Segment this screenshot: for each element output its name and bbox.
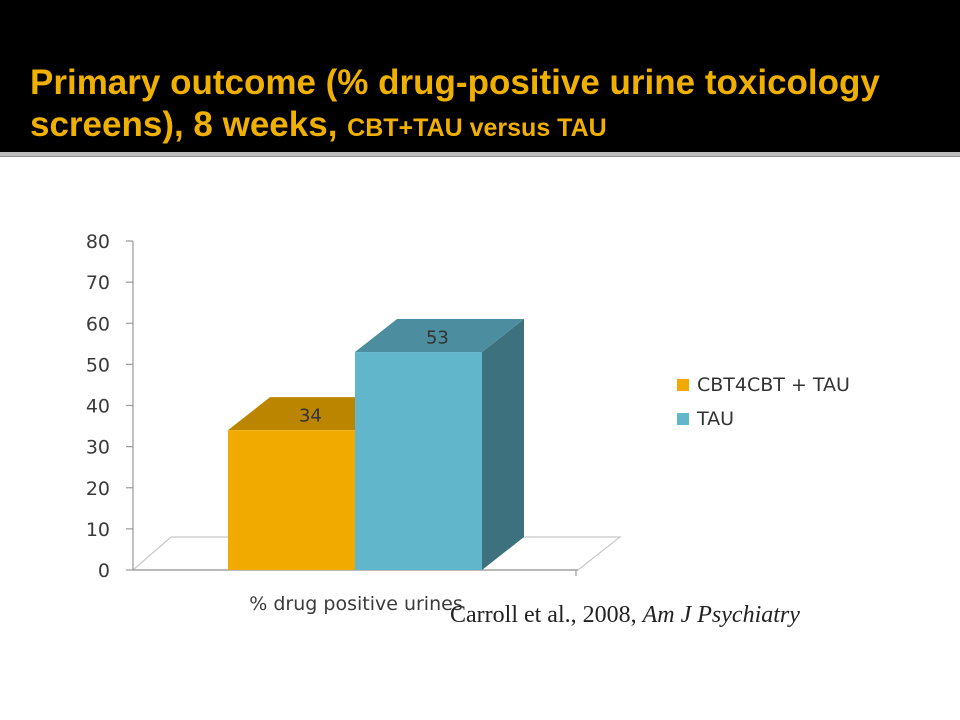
bar-front-2 bbox=[355, 352, 482, 570]
y-tick-label: 60 bbox=[86, 313, 110, 335]
citation: Carroll et al., 2008, Am J Psychiatry bbox=[450, 602, 800, 629]
bar-front-1 bbox=[228, 430, 355, 570]
bar-top-2 bbox=[355, 319, 524, 353]
y-tick-label: 70 bbox=[86, 272, 110, 294]
slide-title-main: Primary outcome (% drug-positive urine t… bbox=[30, 63, 880, 144]
bar-side-2 bbox=[482, 319, 524, 570]
citation-authors: Carroll et al., 2008, bbox=[450, 602, 637, 628]
slide-title: Primary outcome (% drug-positive urine t… bbox=[30, 62, 930, 149]
x-category-label: % drug positive urines bbox=[249, 593, 462, 615]
slide-title-sub: CBT+TAU versus TAU bbox=[347, 114, 607, 142]
y-tick-label: 30 bbox=[86, 437, 110, 459]
legend-label-1: CBT4CBT + TAU bbox=[697, 374, 850, 396]
y-tick-label: 40 bbox=[86, 396, 110, 418]
data-label-2: 53 bbox=[426, 328, 449, 349]
y-tick-label: 0 bbox=[98, 560, 110, 582]
y-tick-label: 50 bbox=[86, 354, 110, 376]
legend-swatch-2 bbox=[677, 413, 689, 425]
citation-journal: Am J Psychiatry bbox=[642, 602, 800, 628]
y-tick-label: 80 bbox=[86, 231, 110, 253]
legend-swatch-1 bbox=[677, 379, 689, 391]
data-label-1: 34 bbox=[299, 406, 322, 427]
y-tick-label: 10 bbox=[86, 519, 110, 541]
title-divider bbox=[0, 152, 960, 157]
bar-top-1 bbox=[228, 397, 397, 431]
y-tick-label: 20 bbox=[86, 478, 110, 500]
title-band bbox=[0, 0, 960, 152]
legend-label-2: TAU bbox=[696, 408, 734, 430]
